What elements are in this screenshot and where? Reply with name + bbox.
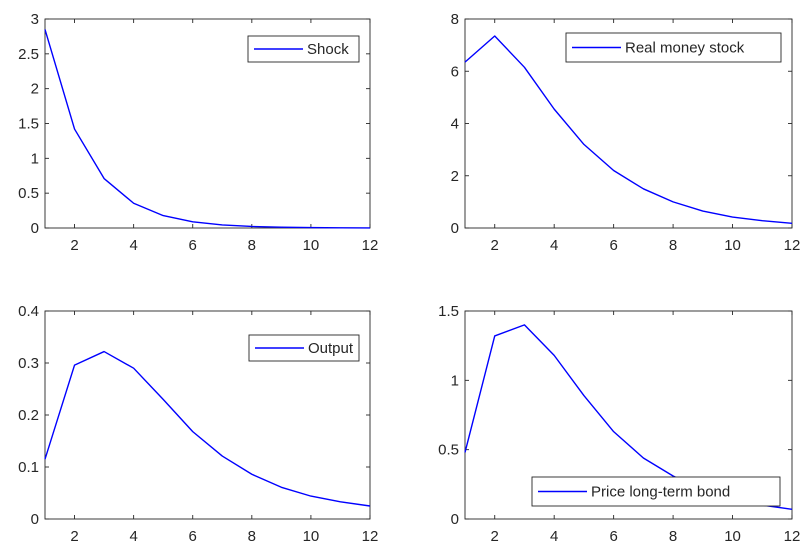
- x-tick-label: 8: [248, 528, 256, 545]
- x-tick-label: 6: [189, 237, 197, 254]
- y-tick-label: 2.5: [18, 46, 39, 63]
- y-tick-label: 2: [451, 168, 459, 185]
- legend-label: Shock: [307, 41, 349, 58]
- y-tick-label: 2: [31, 81, 39, 98]
- legend-label: Real money stock: [625, 40, 745, 57]
- x-tick-label: 12: [784, 237, 801, 254]
- y-tick-label: 1.5: [438, 303, 459, 320]
- y-tick-label: 0: [451, 511, 459, 528]
- y-tick-label: 0: [31, 220, 39, 237]
- x-tick-label: 8: [669, 528, 677, 545]
- subplot-2: 2 4 6 8 10 12 0 2 4 6 8 Real money stock: [451, 11, 801, 254]
- y-tick-label: 0: [451, 220, 459, 237]
- series-line: [464, 35, 793, 224]
- x-tick-label: 12: [362, 528, 379, 545]
- subplot-1: 2 4 6 8 10 12 0 0.5 1 1.5 2 2.5 3 Shock: [18, 11, 378, 254]
- x-tick-label: 2: [70, 528, 78, 545]
- y-tick-label: 0.3: [18, 355, 39, 372]
- y-tick-label: 1: [451, 372, 459, 389]
- x-tick-label: 6: [609, 237, 617, 254]
- x-tick-label: 8: [669, 237, 677, 254]
- y-tick-label: 0: [31, 511, 39, 528]
- y-tick-label: 6: [451, 63, 459, 80]
- x-tick-label: 10: [724, 528, 741, 545]
- legend: Shock: [247, 35, 360, 63]
- x-tick-label: 4: [550, 528, 558, 545]
- y-tick-label: 0.2: [18, 407, 39, 424]
- subplot-3: 2 4 6 8 10 12 0 0.1 0.2 0.3 0.4 Output: [18, 303, 378, 545]
- legend: Output: [248, 334, 360, 362]
- legend-label: Price long-term bond: [591, 484, 730, 501]
- x-tick-label: 2: [70, 237, 78, 254]
- x-tick-label: 10: [303, 237, 320, 254]
- y-tick-label: 8: [451, 11, 459, 28]
- subplot-4: 2 4 6 8 10 12 0 0.5 1 1.5 Price long-term bond: [438, 303, 800, 545]
- y-tick-label: 1.5: [18, 116, 39, 133]
- y-tick-label: 4: [451, 116, 459, 133]
- x-tick-label: 12: [784, 528, 801, 545]
- x-tick-label: 4: [129, 528, 137, 545]
- x-tick-label: 10: [303, 528, 320, 545]
- y-tick-label: 0.4: [18, 303, 39, 320]
- y-tick-label: 1: [31, 150, 39, 167]
- y-tick-label: 0.1: [18, 459, 39, 476]
- x-tick-label: 10: [724, 237, 741, 254]
- legend-label: Output: [308, 340, 354, 357]
- series-line: [44, 350, 371, 507]
- series-line: [44, 29, 371, 229]
- x-tick-label: 2: [491, 237, 499, 254]
- x-tick-label: 4: [129, 237, 137, 254]
- x-tick-label: 6: [189, 528, 197, 545]
- x-tick-label: 4: [550, 237, 558, 254]
- axes-box: [464, 310, 793, 520]
- y-tick-label: 3: [31, 11, 39, 28]
- x-tick-label: 12: [362, 237, 379, 254]
- x-tick-label: 8: [248, 237, 256, 254]
- legend: Real money stock: [565, 32, 782, 63]
- x-tick-label: 6: [609, 528, 617, 545]
- legend: Price long-term bond: [531, 476, 781, 507]
- x-tick-label: 2: [491, 528, 499, 545]
- y-tick-label: 0.5: [438, 442, 459, 459]
- y-tick-label: 0.5: [18, 185, 39, 202]
